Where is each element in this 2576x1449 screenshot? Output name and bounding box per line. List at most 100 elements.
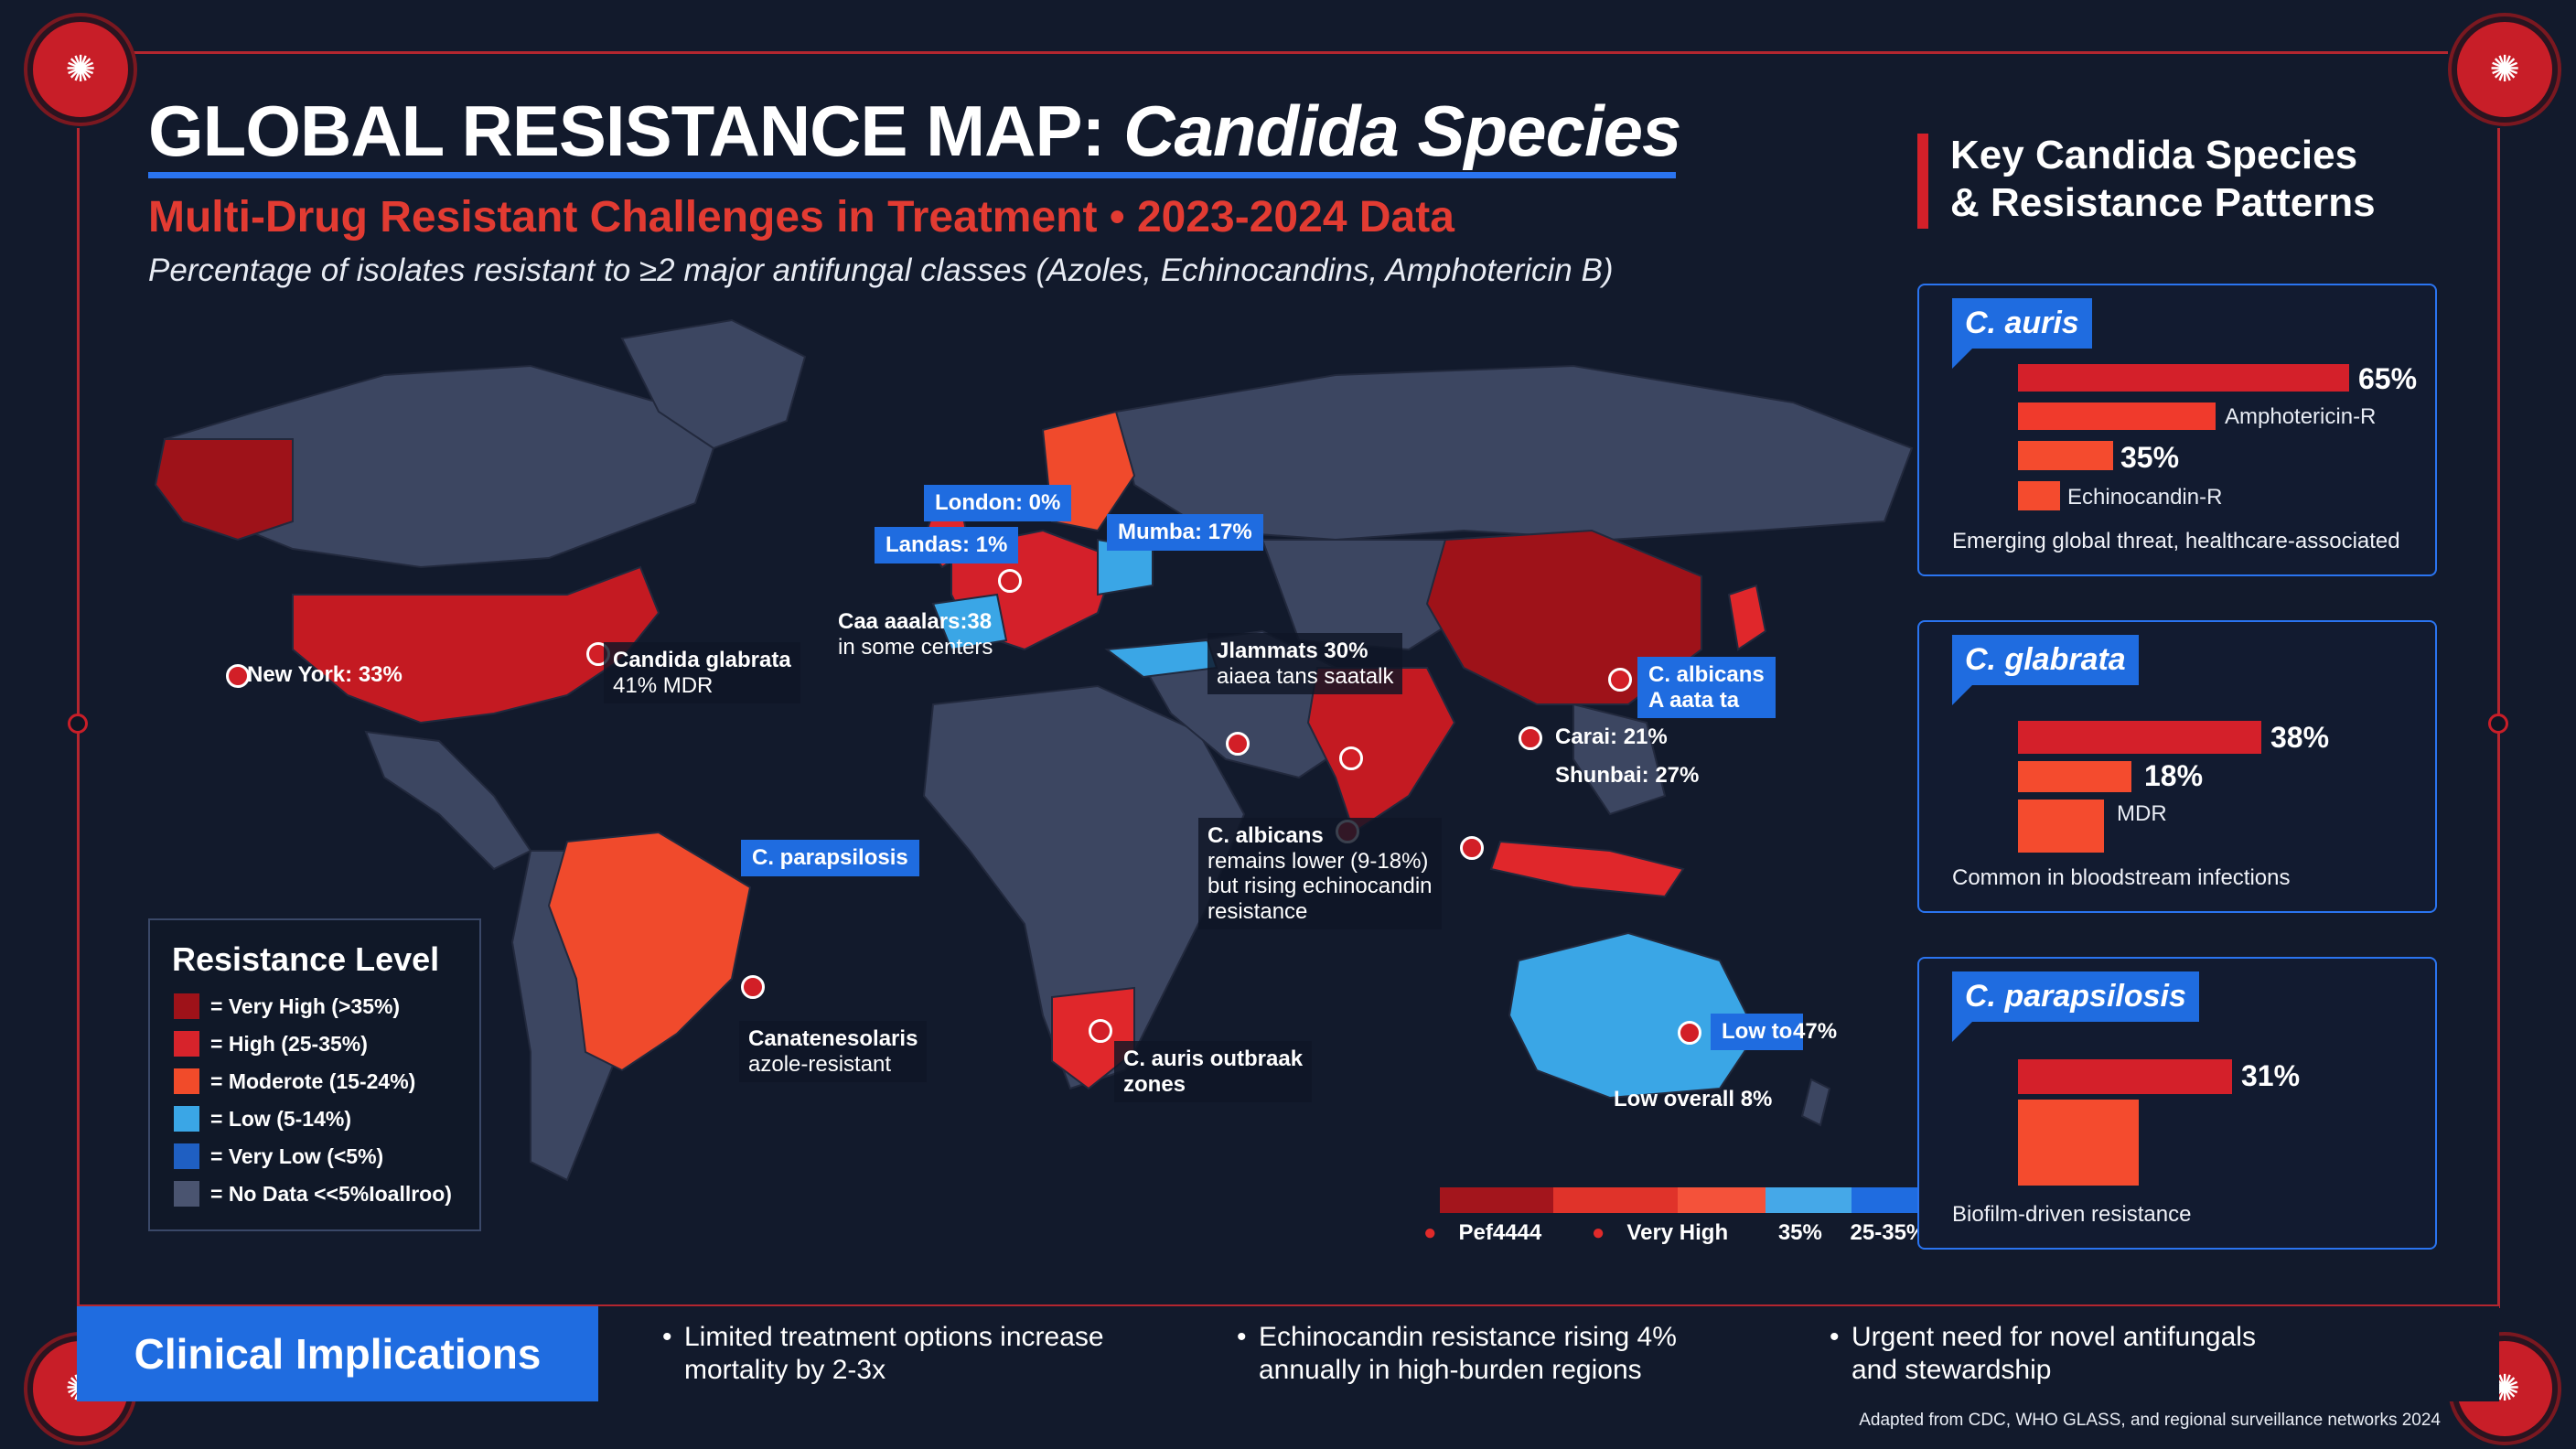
legend-label: = Low (5-14%) <box>210 1106 352 1131</box>
pin-mideast[interactable] <box>1226 732 1250 756</box>
bar-c-glabrata-2 <box>2018 800 2104 853</box>
pin-shanghai[interactable] <box>1519 726 1542 750</box>
bar-c-glabrata-1 <box>2018 761 2131 792</box>
microbe-icon: ✺ <box>65 49 96 90</box>
label-candida-glabrata-us: Candida glabrata 41% MDR <box>604 642 800 704</box>
label-brazil-note: Canatenesolaris azole-resistant <box>739 1021 928 1083</box>
card-tag: C. auris <box>1952 298 2092 369</box>
pin-indonesia[interactable] <box>1460 836 1484 860</box>
region-india <box>1306 667 1456 834</box>
label-australia-low: Low to <box>1711 1014 1804 1050</box>
bar-c-glabrata-0 <box>2018 721 2261 754</box>
pin-india[interactable] <box>1339 746 1363 770</box>
pin-brazil[interactable] <box>741 975 765 999</box>
region-australia <box>1508 931 1758 1100</box>
region-canada <box>163 364 715 569</box>
bar-sub: Amphotericin-R <box>2225 404 2377 429</box>
card-c-auris[interactable]: C. auris 65% Amphotericin-R 35% Echinoca… <box>1917 284 2437 576</box>
sidebar-heading-accent <box>1917 134 1928 229</box>
legend-swatch <box>174 1031 199 1057</box>
page-description: Percentage of isolates resistant to ≥2 m… <box>148 252 1614 288</box>
region-iberia <box>931 593 1008 651</box>
page-title: GLOBAL RESISTANCE MAP: Candida Species <box>148 90 1681 173</box>
label-london-small: Landas: 1% <box>875 527 1019 564</box>
legend-item: = No Data <<5%Ioallroo) <box>174 1181 452 1207</box>
bar-c-auris-0 <box>2018 364 2349 392</box>
label-mumba: Mumba: 17% <box>1107 514 1263 551</box>
label-australia-overall: Low overall 8% <box>1614 1087 1773 1111</box>
legend-label: = High (25-35%) <box>210 1031 368 1056</box>
world-map[interactable]: New York: 33% Candida glabrata 41% MDR L… <box>146 302 1930 1272</box>
card-note: Emerging global threat, healthcare-assoc… <box>1952 529 2400 553</box>
pin-new-york[interactable] <box>226 664 250 688</box>
legend-label: = No Data <<5%Ioallroo) <box>210 1181 452 1206</box>
legend-item: = Very High (>35%) <box>174 993 400 1019</box>
legend-title: Resistance Level <box>172 940 440 978</box>
frame-top <box>128 51 2448 54</box>
legend-item: = Very Low (<5%) <box>174 1143 383 1169</box>
bar-pct: 31% <box>2241 1059 2301 1092</box>
scale-segment <box>1766 1187 1852 1213</box>
clinical-implications-title: Clinical Implications <box>77 1306 598 1401</box>
legend-item: = Low (5-14%) <box>174 1106 351 1132</box>
pin-london[interactable] <box>998 569 1022 593</box>
side-dot-right <box>2488 714 2508 734</box>
bullet-2: Echinocandin resistance rising 4%annuall… <box>1237 1321 1677 1387</box>
corner-badge-tr: ✺ <box>2452 16 2558 123</box>
bar-pct: 18% <box>2144 759 2204 792</box>
bar-c-auris-2 <box>2018 441 2113 470</box>
region-central-america <box>364 730 532 871</box>
label-africa-note: C. auris outbraak zones <box>1114 1041 1313 1103</box>
legend-swatch <box>174 1068 199 1094</box>
region-japan <box>1727 584 1767 651</box>
card-note: Common in bloodstream infections <box>1952 865 2291 890</box>
region-greenland <box>620 318 807 450</box>
label-australia-pct: 47% <box>1793 1019 1838 1044</box>
card-tag: C. glabrata <box>1952 635 2139 705</box>
resistance-legend: Resistance Level = Very High (>35%) = Hig… <box>148 918 481 1231</box>
region-alaska <box>154 438 294 542</box>
microbe-icon: ✺ <box>2489 49 2520 90</box>
region-brazil <box>547 831 752 1072</box>
label-middle-east: Jlammats 30% aiaea tans saatalk <box>1208 633 1403 695</box>
scale-segment <box>1678 1187 1766 1213</box>
region-china <box>1425 529 1702 705</box>
label-new-york: New York: 33% <box>247 662 402 687</box>
title-emphasis: Candida Species <box>1123 91 1681 171</box>
legend-label: = Very Low (<5%) <box>210 1143 384 1168</box>
region-southeast-asia <box>1572 703 1667 816</box>
legend-swatch <box>174 1181 199 1207</box>
pin-australia[interactable] <box>1678 1021 1701 1045</box>
title-main: GLOBAL RESISTANCE MAP: <box>148 91 1124 171</box>
label-europe-centers: Caa aaalars:38 in some centers <box>838 609 993 660</box>
legend-item: = Moderote (15-24%) <box>174 1068 415 1094</box>
card-tag: C. parapsilosis <box>1952 971 2199 1042</box>
sidebar-heading: Key Candida Species & Resistance Pattern… <box>1950 133 2376 225</box>
region-new-zealand <box>1800 1078 1831 1127</box>
page-subtitle: Multi-Drug Resistant Challenges in Treat… <box>148 193 1454 242</box>
label-london-top: London: 0% <box>924 485 1072 521</box>
bar-c-parapsilosis-1 <box>2018 1100 2139 1186</box>
scale-label-2: 35% <box>1777 1220 1822 1245</box>
bar-pct: 38% <box>2270 721 2330 754</box>
pin-south-africa[interactable] <box>1089 1019 1112 1043</box>
scale-label-3: 25-35% <box>1850 1220 1927 1245</box>
corner-badge-tl: ✺ <box>27 16 134 123</box>
legend-item: = High (25-35%) <box>174 1031 368 1057</box>
bar-sub: Echinocandin-R <box>2067 485 2223 510</box>
card-c-glabrata[interactable]: C. glabrata 38% 18% MDR Common in bloods… <box>1917 620 2437 913</box>
world-map-svg <box>154 318 1914 1182</box>
scale-segment <box>1553 1187 1678 1213</box>
pin-japan[interactable] <box>1608 668 1632 692</box>
bar-c-auris-3 <box>2018 481 2060 510</box>
bullet-1: Limited treatment options increasemortal… <box>662 1321 1104 1387</box>
label-shunbai: Shunbai: 27% <box>1555 763 1700 788</box>
scale-label-1: ● Very High <box>1591 1220 1729 1245</box>
bar-pct: 35% <box>2120 441 2180 474</box>
region-usa <box>292 565 660 724</box>
bar-c-auris-1 <box>2018 402 2216 430</box>
color-scale-labels: ● Pef4444 ● Very High 35% 25-35% <box>1423 1220 1948 1246</box>
label-c-parapsilosis-sa: C. parapsilosis <box>741 840 919 876</box>
legend-label: = Very High (>35%) <box>210 993 401 1018</box>
card-c-parapsilosis[interactable]: C. parapsilosis 31% Biofilm-driven resis… <box>1917 957 2437 1250</box>
